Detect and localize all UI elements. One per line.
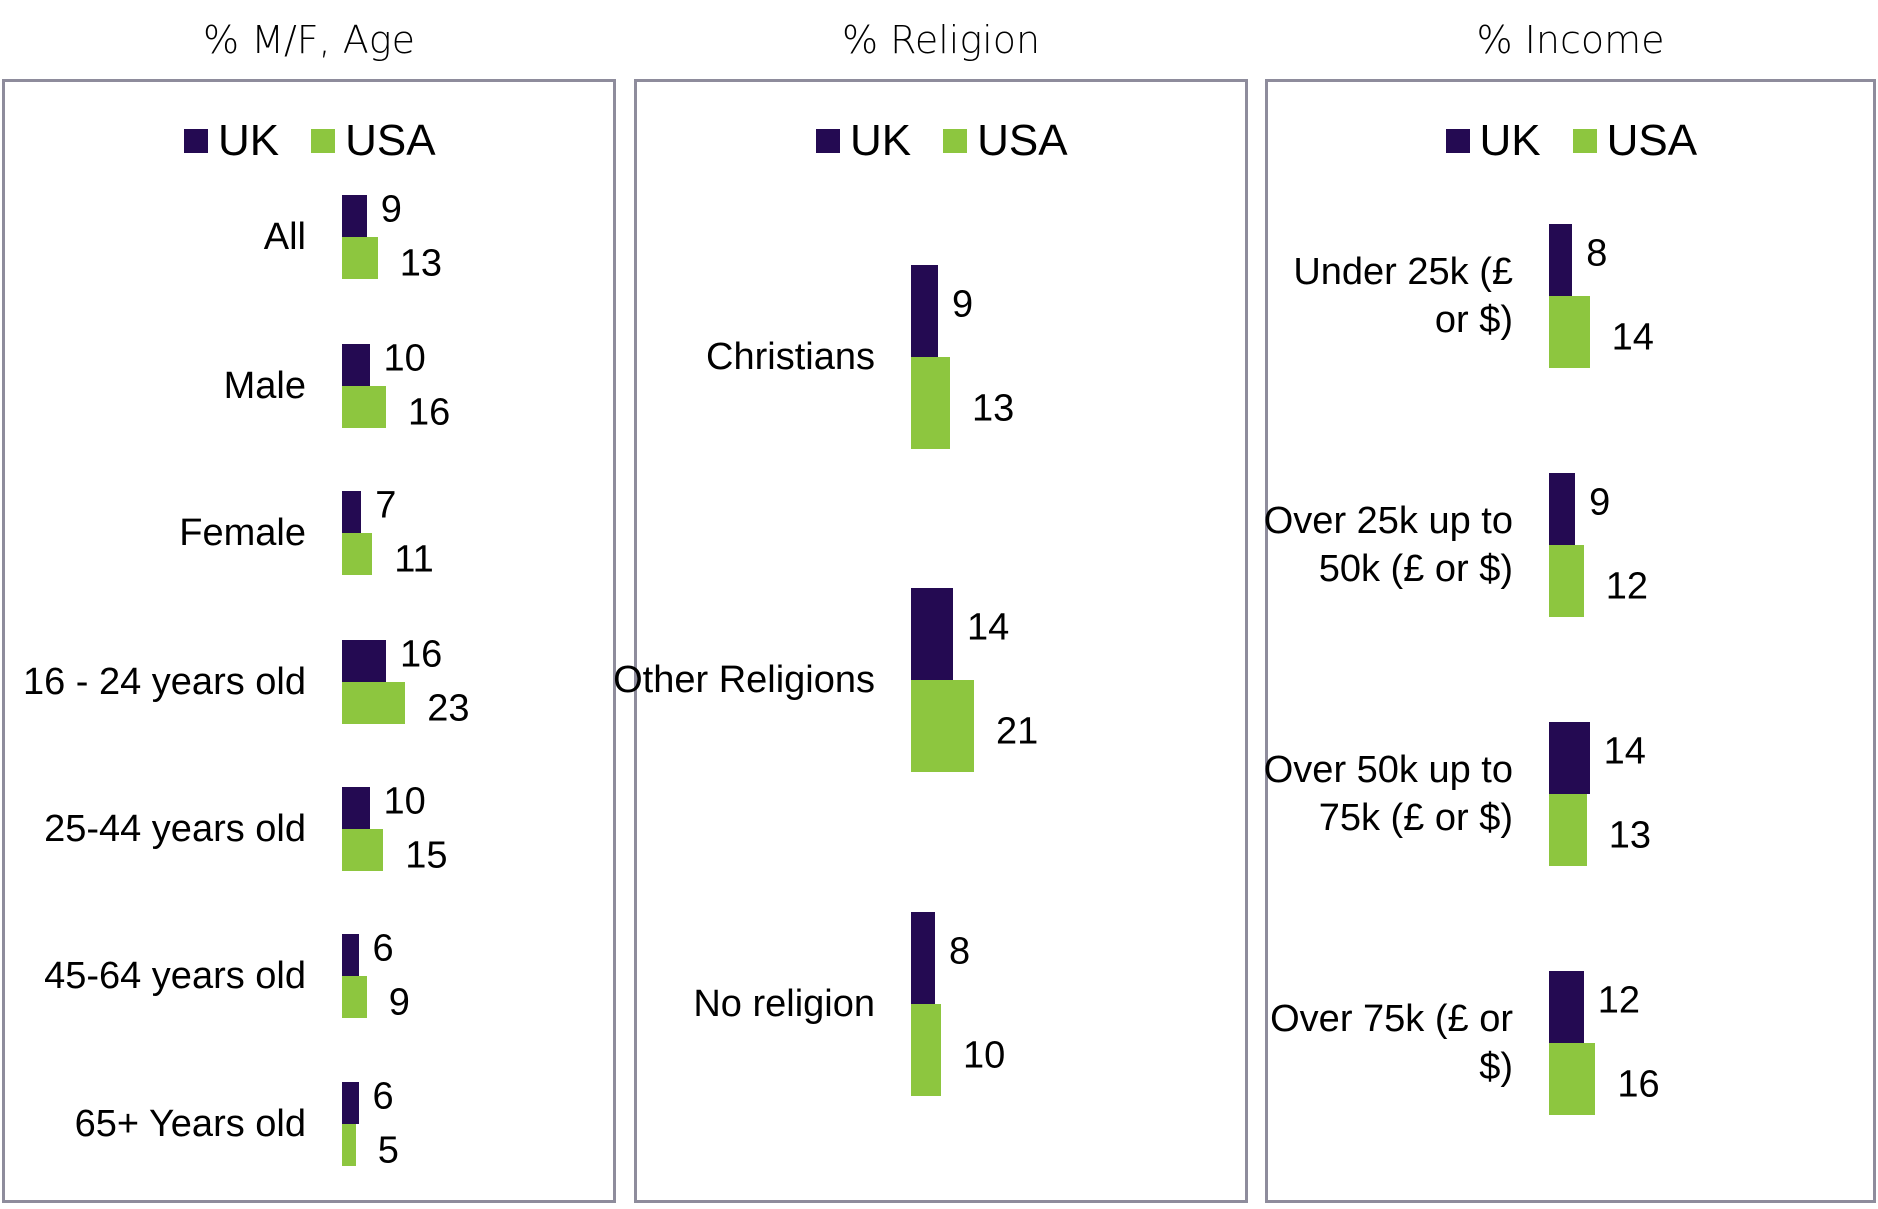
data-label: 12 — [1605, 565, 1649, 608]
legend-swatch-uk — [1445, 129, 1470, 153]
data-label: 9 — [952, 283, 974, 326]
data-label: 13 — [972, 387, 1015, 430]
bar-uk — [911, 912, 935, 1004]
category-label: Over 75k (£ or $) — [1270, 998, 1513, 1088]
data-label: 10 — [963, 1034, 1006, 1077]
bar-uk — [1549, 722, 1590, 794]
bar-uk — [911, 265, 938, 357]
category-label: 45-64 years old — [44, 955, 306, 997]
bar-usa — [1549, 296, 1590, 368]
legend: UK USA — [816, 116, 1090, 166]
data-label: 9 — [380, 188, 402, 231]
bar-uk — [911, 588, 953, 680]
data-label: 8 — [949, 930, 971, 973]
chart-panel — [2, 79, 616, 1203]
data-label: 14 — [967, 606, 1010, 649]
category-label: No religion — [693, 983, 875, 1025]
data-label: 21 — [996, 710, 1039, 753]
data-label: 15 — [405, 834, 448, 877]
category-label: 25-44 years old — [44, 808, 306, 850]
data-label: 23 — [427, 687, 470, 730]
category-label: All — [263, 216, 306, 258]
legend-swatch-usa — [311, 129, 336, 153]
bar-uk — [342, 1082, 359, 1124]
bar-usa — [1549, 1043, 1596, 1115]
bar-uk — [1549, 971, 1584, 1043]
bar-usa — [911, 680, 974, 772]
bar-uk — [342, 344, 370, 386]
legend-label: USA — [1606, 116, 1698, 165]
data-label: 11 — [394, 538, 434, 581]
chart-title: % M/F, Age — [203, 18, 415, 62]
bar-usa — [342, 682, 406, 724]
data-label: 13 — [1608, 814, 1651, 857]
chart-panel — [1265, 79, 1876, 1203]
bar-uk — [342, 640, 386, 682]
data-label: 9 — [388, 981, 410, 1024]
bar-uk — [342, 787, 370, 829]
data-label: 16 — [408, 391, 451, 434]
legend-label: USA — [977, 116, 1068, 165]
category-label: Over 50k up to 75k (£ or $) — [1263, 749, 1513, 839]
data-label: 14 — [1611, 316, 1654, 359]
legend-swatch-usa — [1572, 129, 1597, 153]
data-label: 14 — [1603, 730, 1646, 773]
bar-usa — [911, 357, 950, 449]
bar-uk — [342, 934, 359, 976]
legend-label: USA — [345, 116, 436, 165]
category-label: Over 25k up to 50k (£ or $) — [1263, 500, 1513, 590]
bar-usa — [911, 1004, 941, 1096]
bar-usa — [342, 1124, 356, 1166]
data-label: 9 — [1589, 481, 1611, 524]
category-label: Christians — [706, 336, 875, 378]
legend-label: UK — [218, 116, 280, 165]
category-label: Other Religions — [613, 659, 875, 701]
bar-uk — [342, 195, 367, 237]
legend-swatch-uk — [184, 129, 208, 153]
legend-swatch-usa — [943, 129, 968, 153]
data-label: 16 — [400, 633, 443, 676]
category-label: 16 - 24 years old — [22, 661, 306, 703]
data-label: 6 — [372, 1075, 394, 1118]
data-label: 13 — [399, 242, 443, 285]
bar-usa — [342, 237, 378, 279]
bar-usa — [1549, 794, 1587, 866]
data-label: 10 — [383, 337, 426, 380]
chart-panel — [634, 79, 1248, 1203]
bar-usa — [342, 386, 386, 428]
bar-uk — [1549, 473, 1576, 545]
legend-label: UK — [1479, 116, 1541, 165]
bar-usa — [1549, 545, 1584, 617]
legend-label: UK — [850, 116, 912, 165]
category-label: Male — [223, 365, 306, 407]
bar-usa — [342, 976, 367, 1018]
legend: UK USA — [184, 116, 458, 166]
bar-usa — [342, 829, 384, 871]
data-label: 5 — [377, 1129, 399, 1172]
data-label: 10 — [383, 780, 426, 823]
category-label: Under 25k (£ or $) — [1293, 251, 1513, 341]
data-label: 7 — [375, 484, 397, 527]
data-label: 16 — [1617, 1063, 1660, 1106]
category-label: 65+ Years old — [74, 1103, 306, 1145]
legend-swatch-uk — [816, 129, 840, 153]
bar-uk — [1549, 224, 1573, 296]
chart-title: % Income — [1476, 18, 1665, 62]
data-label: 6 — [372, 927, 394, 970]
bar-uk — [342, 491, 362, 533]
category-label: Female — [179, 512, 306, 554]
chart-title: % Religion — [841, 18, 1041, 62]
bar-usa — [342, 533, 373, 575]
data-label: 8 — [1586, 232, 1608, 275]
legend: UK USA — [1445, 116, 1720, 166]
data-label: 12 — [1597, 979, 1641, 1022]
